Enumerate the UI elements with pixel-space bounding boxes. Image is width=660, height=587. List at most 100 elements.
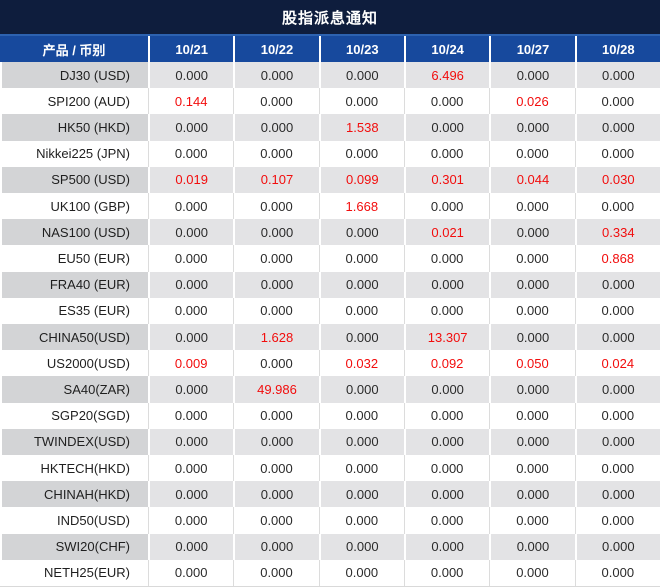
- dividend-value-cell: 0.000: [148, 324, 234, 351]
- dividend-value-cell: 0.000: [403, 88, 489, 115]
- dividend-value-cell: 0.000: [318, 481, 404, 508]
- product-label: HKTECH(HKD): [40, 460, 130, 476]
- dividend-value-cell: 0.334: [574, 219, 660, 246]
- product-label: NAS100 (USD): [0, 219, 148, 246]
- dividend-value-cell: 0.000: [574, 271, 660, 298]
- dividend-value-cell: 0.000: [233, 62, 319, 89]
- dividend-value-cell: 0.000: [574, 324, 660, 351]
- dividend-value-cell: 1.668: [318, 193, 404, 220]
- table-row: EU50 (EUR) 0.000 0.000 0.000 0.000 0.000 0.868: [0, 245, 660, 272]
- dividend-value-cell: 0.000: [318, 88, 404, 115]
- dividend-value-cell: 0.000: [403, 376, 490, 403]
- dividend-value-cell: 0.000: [148, 559, 233, 587]
- dividend-value-cell: 0.000: [574, 140, 660, 167]
- dividend-value-cell: 0.000: [233, 507, 318, 534]
- dividend-value-cell: 0.000: [489, 481, 575, 508]
- dividend-value-cell: 0.050: [489, 350, 574, 377]
- dividend-value-cell: 0.000: [318, 376, 404, 403]
- dividend-value-cell: 0.019: [148, 166, 234, 194]
- dividend-value-cell: 0.000: [148, 428, 234, 456]
- table-row: DJ30 (USD) 0.000 0.000 0.000 6.496 0.000 0.000: [0, 62, 660, 89]
- table-row: CHINAH(HKD) 0.000 0.000 0.000 0.000 0.000 0.00…: [0, 481, 660, 508]
- dividend-value-cell: 0.000: [574, 88, 660, 115]
- product-currency-header: 产品 / 币别: [42, 42, 106, 58]
- dividend-value-cell: 0.000: [403, 559, 489, 587]
- date-column-header: 10/28: [574, 36, 660, 62]
- dividend-value-cell: 0.000: [148, 114, 234, 141]
- product-label: NETH25(EUR): [44, 565, 130, 581]
- dividend-value-cell: 0.000: [148, 219, 234, 246]
- dividend-value-cell: 0.026: [489, 88, 574, 115]
- dividend-value-cell: 0.032: [318, 350, 404, 377]
- dividend-value-cell: 0.000: [233, 533, 319, 560]
- product-label: FRA40 (EUR): [0, 271, 148, 298]
- dividend-value-cell: 0.000: [233, 219, 319, 246]
- dividend-value-cell: 0.000: [574, 455, 660, 482]
- dividend-value-cell: 0.000: [489, 245, 574, 272]
- dividend-value-cell: 0.024: [574, 350, 660, 377]
- dividend-value-cell: 0.000: [403, 402, 489, 429]
- dividend-value-cell: 0.000: [148, 140, 233, 167]
- dividend-value-cell: 0.000: [318, 402, 404, 429]
- dividend-value-cell: 0.000: [148, 507, 233, 534]
- product-label: IND50(USD): [57, 513, 130, 529]
- dividend-value-cell: 13.307: [403, 324, 490, 351]
- table-row: IND50(USD) 0.000 0.000 0.000 0.000 0.000 0.000: [0, 507, 660, 534]
- product-label: TWINDEX(USD): [0, 428, 148, 456]
- table-row: US2000(USD) 0.009 0.000 0.032 0.092 0.050 0.02…: [0, 350, 660, 377]
- dividend-value-cell: 0.868: [574, 245, 660, 272]
- dividend-value-cell: 0.000: [148, 297, 233, 325]
- table-body: DJ30 (USD) 0.000 0.000 0.000 6.496 0.000 0.000…: [0, 62, 660, 587]
- table-row: SWI20(CHF) 0.000 0.000 0.000 0.000 0.000 0.000: [0, 533, 660, 560]
- dividend-value-cell: 0.000: [574, 559, 660, 587]
- dividend-value-cell: 0.000: [574, 114, 660, 141]
- dividend-value-cell: 0.000: [318, 533, 404, 560]
- dividend-value-cell: 0.021: [403, 219, 490, 246]
- dividend-value-cell: 0.000: [489, 455, 574, 482]
- dividend-value-cell: 0.000: [574, 193, 660, 220]
- dividend-value-cell: 0.000: [233, 245, 318, 272]
- dividend-value-cell: 0.301: [403, 166, 490, 194]
- dividend-value-cell: 0.009: [148, 350, 233, 377]
- dividend-value-cell: 0.000: [318, 455, 404, 482]
- table-row: TWINDEX(USD) 0.000 0.000 0.000 0.000 0.000 0.0…: [0, 428, 660, 456]
- dividend-value-cell: 0.000: [233, 481, 319, 508]
- dividend-value-cell: 0.000: [148, 271, 234, 298]
- dividend-value-cell: 0.000: [148, 245, 233, 272]
- dividend-value-cell: 0.000: [318, 271, 404, 298]
- product-label: SGP20(SGD): [51, 408, 130, 424]
- dividend-value-cell: 0.000: [574, 402, 660, 429]
- dividend-value-cell: 0.000: [148, 193, 233, 220]
- dividend-value-cell: 0.000: [318, 428, 404, 456]
- dividend-value-cell: 0.000: [489, 559, 574, 587]
- product-label: SA40(ZAR): [0, 376, 148, 403]
- dividend-value-cell: 0.092: [403, 350, 489, 377]
- product-label: SPI200 (AUD): [47, 93, 130, 109]
- dividend-value-cell: 0.000: [318, 297, 404, 325]
- dividend-value-cell: 0.000: [489, 219, 575, 246]
- dividend-value-cell: 0.000: [489, 376, 575, 403]
- dividend-value-cell: 0.000: [148, 481, 234, 508]
- dividend-value-cell: 0.044: [489, 166, 575, 194]
- product-label: ES35 (EUR): [58, 303, 130, 319]
- table-row: Nikkei225 (JPN) 0.000 0.000 0.000 0.000 0.000…: [0, 140, 660, 167]
- dividend-value-cell: 0.000: [489, 114, 575, 141]
- table-row: ES35 (EUR) 0.000 0.000 0.000 0.000 0.000 0.000: [0, 297, 660, 325]
- dividend-value-cell: 0.000: [574, 62, 660, 89]
- table-row: FRA40 (EUR) 0.000 0.000 0.000 0.000 0.000 0.00…: [0, 271, 660, 298]
- date-column-header: 10/21: [148, 36, 233, 62]
- dividend-value-cell: 0.000: [489, 140, 574, 167]
- dividend-value-cell: 1.628: [233, 324, 319, 351]
- dividend-value-cell: 0.000: [489, 62, 575, 89]
- dividend-value-cell: 0.000: [233, 428, 319, 456]
- table-title: 股指派息通知: [0, 0, 660, 36]
- dividend-value-cell: 0.099: [318, 166, 404, 194]
- dividend-value-cell: 0.000: [233, 297, 318, 325]
- product-label: US2000(USD): [46, 355, 130, 371]
- product-label: HK50 (HKD): [0, 114, 148, 141]
- dividend-value-cell: 0.000: [574, 507, 660, 534]
- table-row: NAS100 (USD) 0.000 0.000 0.000 0.021 0.000 0.3…: [0, 219, 660, 246]
- dividend-value-cell: 0.000: [318, 324, 404, 351]
- table-row: HK50 (HKD) 0.000 0.000 1.538 0.000 0.000 0.000: [0, 114, 660, 141]
